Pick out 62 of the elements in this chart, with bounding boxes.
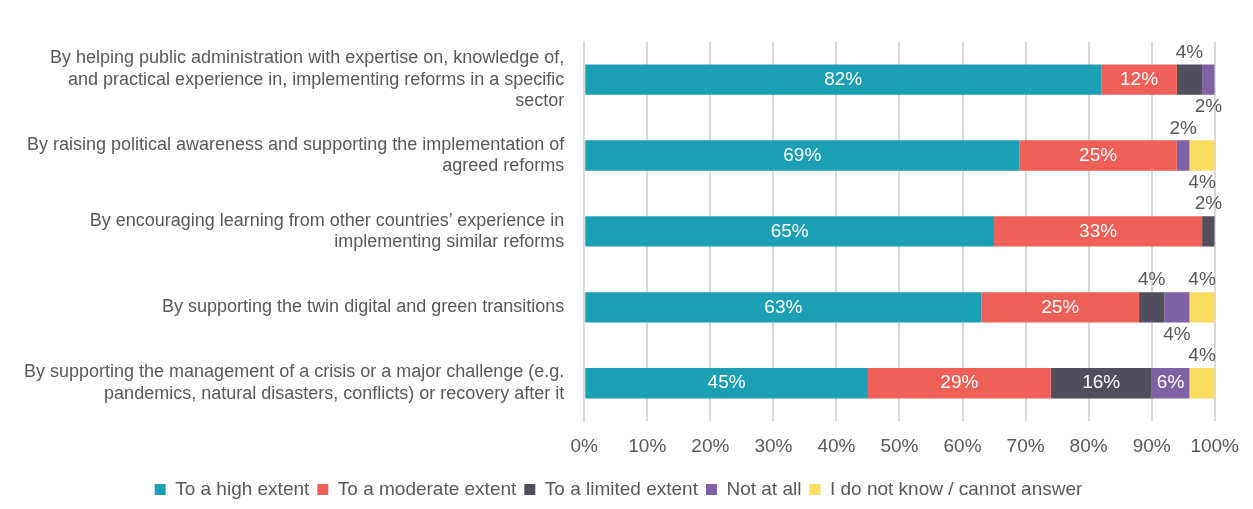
legend-label: To a limited extent <box>544 477 699 499</box>
bar <box>1139 292 1165 323</box>
legend-label: Not at all <box>726 477 802 499</box>
bar <box>1202 64 1215 95</box>
data-label: 63% <box>764 295 803 317</box>
legend-label: To a high extent <box>175 477 311 499</box>
data-label: 4% <box>1175 40 1204 62</box>
x-tick-label: 60% <box>943 434 982 456</box>
data-label: 65% <box>770 219 809 241</box>
bar <box>1176 64 1203 95</box>
bar <box>585 140 1020 171</box>
data-label: 4% <box>1188 344 1216 366</box>
data-label: 4% <box>1188 170 1216 192</box>
legend-label: To a moderate extent <box>337 477 518 499</box>
bar <box>1050 368 1152 399</box>
bar <box>1189 368 1215 399</box>
y-tick-label: By supporting the management of a crisis or a major challenge (e.g. pandemics, natural disasters, conflicts) or recovery after it <box>24 361 565 404</box>
data-label: 45% <box>707 371 746 393</box>
x-tick-label: 80% <box>1069 434 1108 456</box>
bar <box>981 292 1140 323</box>
bar <box>1202 216 1215 247</box>
data-label: 12% <box>1120 67 1159 89</box>
data-label: 4% <box>1137 268 1166 290</box>
x-tick-label: 10% <box>628 434 667 456</box>
data-label: 2% <box>1194 192 1223 214</box>
x-tick-label: 70% <box>1006 434 1045 456</box>
y-tick-label: By raising political awareness and supporting the implementation of agreed reforms <box>26 133 566 176</box>
data-label: 33% <box>1079 219 1118 241</box>
data-label: 4% <box>1163 322 1191 344</box>
bar <box>585 292 982 323</box>
x-tick-label: 20% <box>691 434 730 456</box>
y-tick-label: By supporting the twin digital and green transitions <box>162 296 565 317</box>
x-tick-label: 40% <box>817 434 856 456</box>
data-label: 69% <box>783 143 822 165</box>
data-label: 2% <box>1169 116 1198 138</box>
bar <box>1176 140 1190 171</box>
data-label: 25% <box>1079 143 1118 165</box>
data-label: 6% <box>1156 371 1185 393</box>
bar <box>994 216 1203 247</box>
bar <box>1189 292 1215 323</box>
x-tick-label: 100% <box>1190 434 1240 456</box>
x-tick-label: 0% <box>570 434 599 456</box>
x-tick-label: 90% <box>1132 434 1171 456</box>
y-tick-label: By helping public administration with expertise on, knowledge of, and practical experience in, implementing reforms in a specific sector <box>49 46 565 111</box>
bar <box>1189 140 1215 171</box>
data-label: 25% <box>1041 295 1080 317</box>
bar <box>585 216 995 247</box>
x-tick-label: 30% <box>754 434 793 456</box>
data-label: 16% <box>1082 371 1121 393</box>
bar <box>585 64 1102 95</box>
data-label: 4% <box>1188 268 1216 290</box>
bar <box>867 368 1051 399</box>
bar <box>585 368 868 399</box>
x-tick-label: 50% <box>880 434 919 456</box>
legend-label: I do not know / cannot answer <box>829 477 1084 499</box>
y-tick-label: By encouraging learning from other countries’ experience in implementing similar reforms <box>89 209 565 252</box>
data-label: 82% <box>824 67 863 89</box>
data-label: 2% <box>1194 94 1223 116</box>
data-label: 29% <box>940 371 979 393</box>
bar <box>1101 64 1177 95</box>
bar <box>1164 292 1190 323</box>
bar <box>1019 140 1177 171</box>
